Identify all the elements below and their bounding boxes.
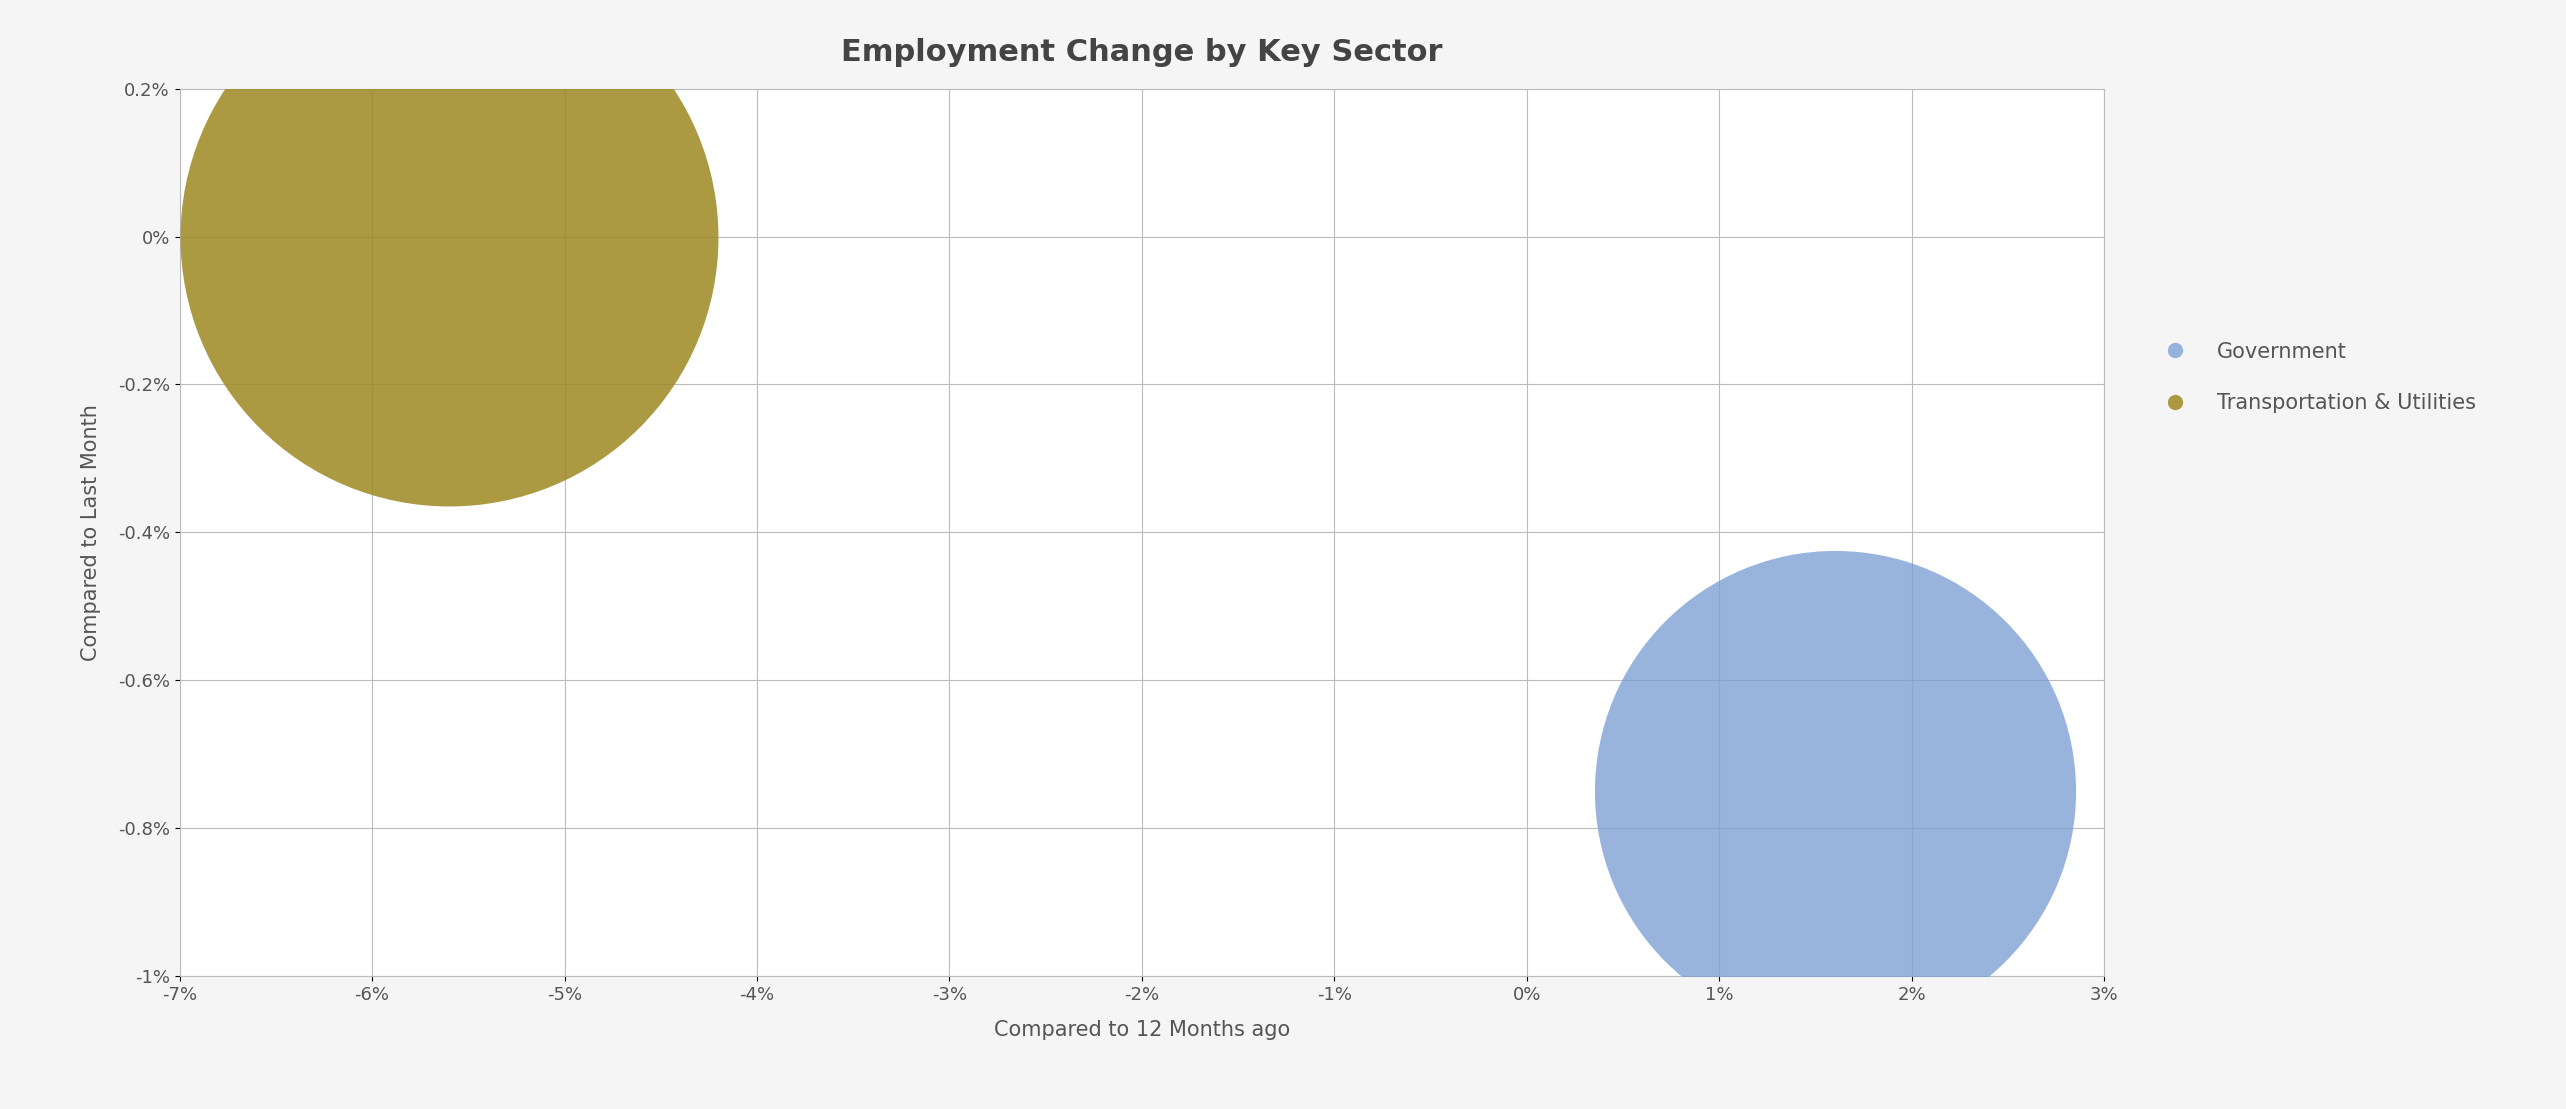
Government bbox=[1814, 782, 1855, 800]
Y-axis label: Compared to Last Month: Compared to Last Month bbox=[82, 404, 100, 661]
X-axis label: Compared to 12 Months ago: Compared to 12 Months ago bbox=[993, 1020, 1291, 1040]
Legend: Government, Transportation & Utilities: Government, Transportation & Utilities bbox=[2135, 321, 2497, 434]
Transportation & Utilities bbox=[429, 227, 470, 245]
Title: Employment Change by Key Sector: Employment Change by Key Sector bbox=[842, 38, 1442, 67]
